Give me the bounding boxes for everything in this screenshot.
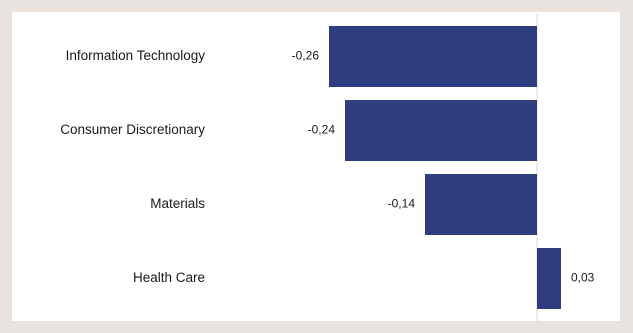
bar bbox=[537, 248, 561, 309]
bar bbox=[345, 100, 537, 161]
data-label: -0,24 bbox=[308, 123, 336, 137]
category-label: Information Technology bbox=[66, 48, 206, 63]
data-label: -0,14 bbox=[388, 197, 416, 211]
category-label: Health Care bbox=[133, 270, 205, 285]
bar bbox=[329, 26, 537, 87]
bar bbox=[425, 174, 537, 235]
data-label: -0,26 bbox=[292, 49, 320, 63]
category-label: Materials bbox=[150, 196, 205, 211]
data-label: 0,03 bbox=[571, 271, 595, 285]
category-label: Consumer Discretionary bbox=[60, 122, 205, 137]
